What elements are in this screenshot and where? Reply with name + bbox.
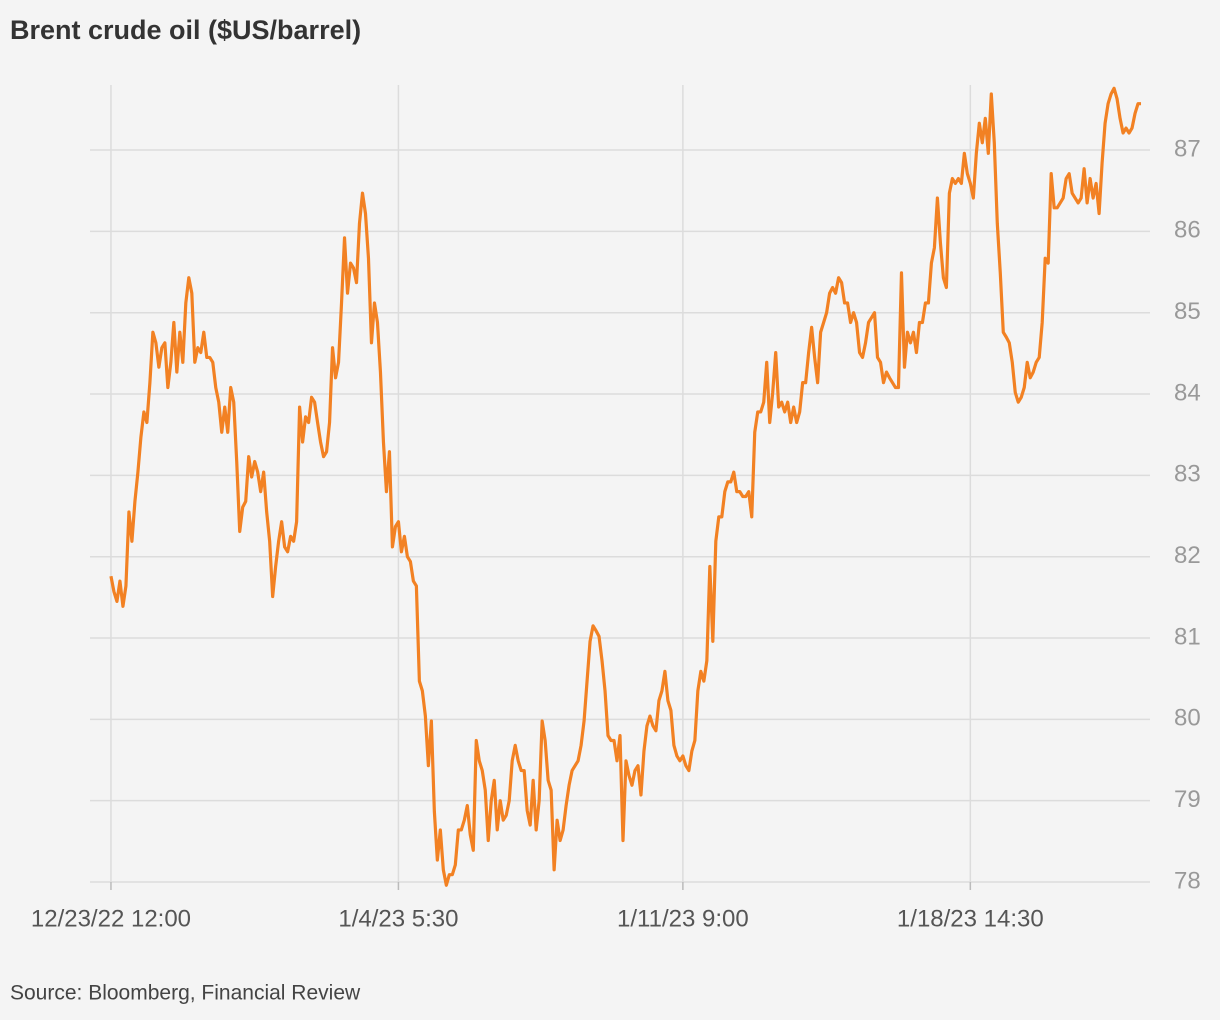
y-tick-label: 79	[1174, 786, 1201, 813]
y-tick-label: 85	[1174, 298, 1201, 325]
y-tick-label: 86	[1174, 217, 1201, 244]
y-tick-label: 83	[1174, 461, 1201, 488]
x-tick-label: 1/4/23 5:30	[338, 905, 458, 932]
y-tick-label: 87	[1174, 135, 1201, 162]
x-tick-label: 1/11/23 9:00	[617, 905, 749, 932]
x-tick-label: 12/23/22 12:00	[31, 905, 191, 932]
x-tick-label: 1/18/23 14:30	[897, 905, 1044, 932]
y-tick-label: 81	[1174, 623, 1201, 650]
source-note: Source: Bloomberg, Financial Review	[10, 982, 361, 1005]
y-tick-label: 84	[1174, 379, 1201, 406]
y-tick-label: 78	[1174, 867, 1201, 894]
y-tick-label: 82	[1174, 542, 1201, 569]
y-tick-label: 80	[1174, 705, 1201, 732]
price-line	[109, 86, 1142, 887]
chart-title: Brent crude oil ($US/barrel)	[10, 15, 361, 45]
